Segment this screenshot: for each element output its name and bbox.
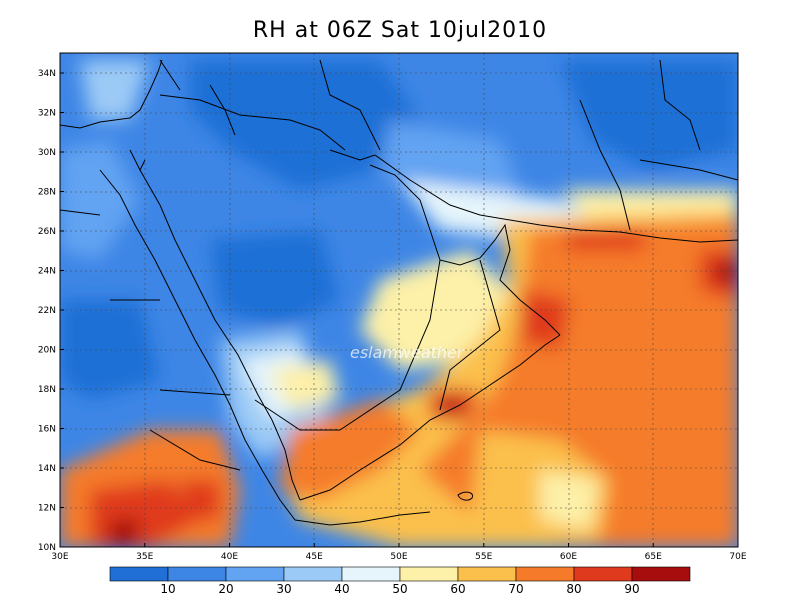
colorbar-label: 20 <box>218 582 233 596</box>
colorbar-swatch <box>631 566 691 582</box>
colorbar-swatch <box>109 566 169 582</box>
colorbar-swatch <box>283 566 343 582</box>
colorbar-swatch <box>225 566 285 582</box>
colorbar-label: 60 <box>450 582 465 596</box>
latitude-labels: 10N 12N 14N 16N 18N 20N 22N 24N 26N 28N 30N 32N 34N <box>38 69 64 553</box>
colorbar-swatch <box>573 566 633 582</box>
lat-tick-label: 34N <box>38 69 56 79</box>
lat-tick-label: 12N <box>38 504 56 514</box>
lat-tick-label: 20N <box>38 346 56 356</box>
lon-tick-label: 70E <box>729 552 746 562</box>
map-title: RH at 06Z Sat 10jul2010 <box>252 18 548 43</box>
colorbar-swatch <box>399 566 459 582</box>
colorbar-label: 50 <box>392 582 407 596</box>
lat-tick-label: 14N <box>38 464 56 474</box>
rh-field: eslamweather <box>60 53 738 547</box>
colorbar-label: 80 <box>566 582 581 596</box>
lon-tick-label: 45E <box>306 552 323 562</box>
colorbar-swatch <box>515 566 575 582</box>
colorbar-swatch <box>457 566 517 582</box>
coastlines <box>60 59 738 526</box>
graticule <box>60 53 738 547</box>
colorbar-swatch <box>167 566 227 582</box>
colorbar-swatch <box>341 566 401 582</box>
colorbar-label: 90 <box>624 582 639 596</box>
lat-tick-label: 26N <box>38 227 56 237</box>
lat-tick-label: 32N <box>38 109 56 119</box>
colorbar-label: 40 <box>334 582 349 596</box>
lon-tick-label: 40E <box>221 552 238 562</box>
lat-tick-label: 10N <box>38 543 56 553</box>
colorbar-label: 10 <box>160 582 175 596</box>
watermark-text: eslamweather <box>350 343 465 362</box>
colorbar-label: 30 <box>276 582 291 596</box>
lon-tick-label: 50E <box>390 552 407 562</box>
lat-tick-label: 24N <box>38 267 56 277</box>
lon-tick-label: 30E <box>51 552 68 562</box>
lon-tick-label: 55E <box>475 552 492 562</box>
lat-tick-label: 16N <box>38 425 56 435</box>
lat-tick-label: 28N <box>38 188 56 198</box>
longitude-labels: 30E 35E 40E 45E 50E 55E 60E 65E 70E <box>51 543 747 562</box>
colorbar-label: 70 <box>508 582 523 596</box>
lat-tick-label: 30N <box>38 148 56 158</box>
lat-tick-label: 18N <box>38 385 56 395</box>
colorbar: 10 20 30 40 50 60 70 80 90 <box>109 566 691 596</box>
lon-tick-label: 60E <box>560 552 577 562</box>
lon-tick-label: 35E <box>136 552 153 562</box>
lat-tick-label: 22N <box>38 306 56 316</box>
lon-tick-label: 65E <box>645 552 662 562</box>
